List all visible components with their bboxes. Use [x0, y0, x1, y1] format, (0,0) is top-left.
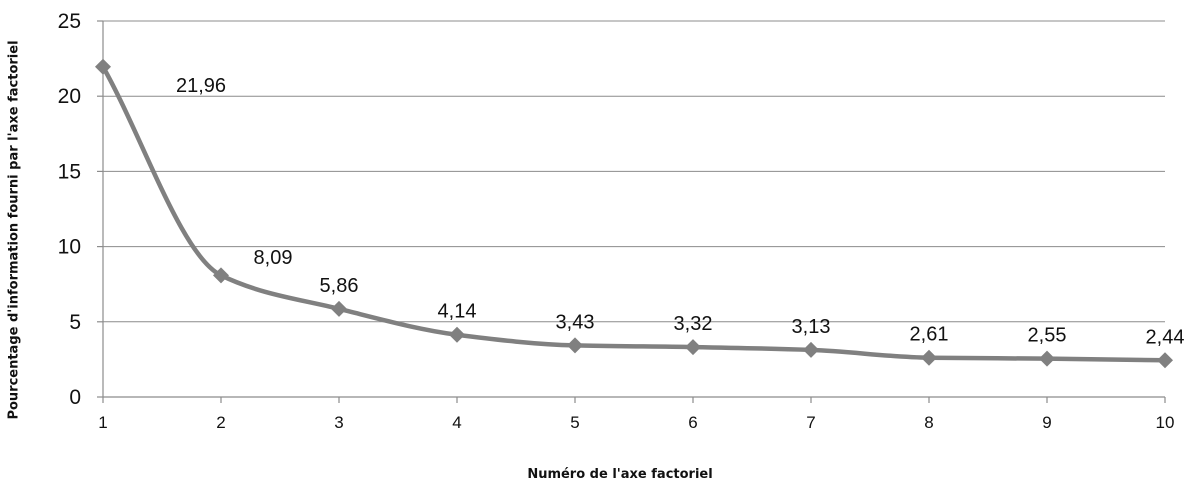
data-point: [331, 300, 347, 317]
x-axis-title: Numéro de l'axe factoriel: [527, 467, 713, 482]
data-markers: [95, 58, 1173, 369]
data-label: 5,86: [320, 275, 359, 297]
axes: [97, 20, 1166, 403]
data-label: 3,32: [674, 313, 713, 335]
data-label: 2,44: [1146, 326, 1185, 348]
gridlines: [103, 20, 1165, 323]
data-label: 4,14: [438, 301, 477, 323]
data-label: 2,55: [1028, 325, 1067, 347]
data-point: [1157, 352, 1173, 369]
y-axis-title-wrap: Pourcentage d'information fourni par l'a…: [0, 20, 28, 440]
y-tick-label: 10: [58, 236, 81, 259]
data-point: [803, 341, 819, 358]
x-tick-label: 10: [1156, 413, 1175, 432]
x-tick-label: 3: [334, 413, 343, 432]
x-tick-label: 6: [688, 413, 697, 432]
y-tick-label: 0: [69, 386, 81, 409]
data-label: 2,61: [910, 324, 949, 346]
data-point: [567, 337, 583, 354]
data-point: [213, 267, 229, 284]
y-tick-label: 5: [69, 311, 81, 334]
x-tick-label: 4: [452, 413, 461, 432]
data-label: 8,09: [254, 247, 293, 269]
data-label: 3,13: [792, 316, 831, 338]
data-point: [449, 326, 465, 343]
data-point: [95, 58, 111, 75]
x-tick-label: 8: [924, 413, 933, 432]
y-tick-label: 15: [58, 160, 81, 183]
data-point: [921, 349, 937, 366]
x-tick-label: 7: [806, 413, 815, 432]
y-axis-title: Pourcentage d'information fourni par l'a…: [6, 40, 22, 420]
y-tick-labels: 0 5 10 15 20 25: [58, 10, 81, 409]
x-tick-label: 5: [570, 413, 579, 432]
data-labels: 21,96 8,09 5,86 4,14 3,43 3,32 3,13 2,61 2,55 2,4…: [176, 75, 1185, 348]
x-tick-labels: 1 2 3 4 5 6 7 8 9 10: [98, 413, 1174, 432]
x-tick-label: 9: [1042, 413, 1051, 432]
y-tick-label: 25: [58, 10, 81, 33]
x-tick-label: 2: [216, 413, 225, 432]
y-tick-label: 20: [58, 85, 81, 108]
data-point: [685, 339, 701, 356]
data-label: 3,43: [556, 311, 595, 333]
data-label: 21,96: [176, 75, 226, 97]
data-point: [1039, 350, 1055, 367]
series-line: [101, 65, 1166, 363]
x-tick-label: 1: [98, 413, 107, 432]
